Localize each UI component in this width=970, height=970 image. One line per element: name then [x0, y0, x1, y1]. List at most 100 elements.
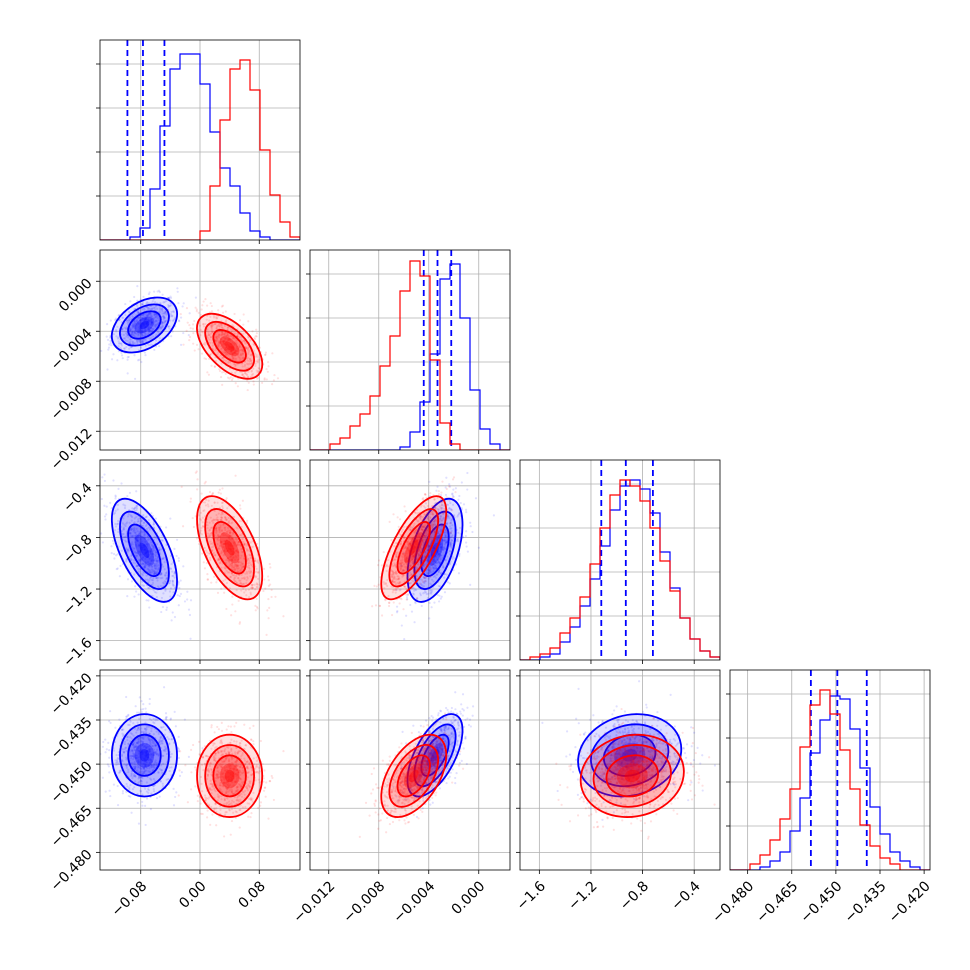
scatter-point: [161, 293, 164, 296]
scatter-point: [131, 340, 134, 343]
scatter-point: [139, 779, 143, 782]
scatter-point: [159, 576, 162, 580]
scatter-point: [146, 324, 150, 327]
scatter-point: [149, 313, 152, 316]
scatter-point: [144, 561, 147, 564]
scatter-point: [215, 325, 219, 328]
scatter-point: [164, 588, 167, 591]
scatter-point: [239, 354, 242, 357]
scatter-point: [177, 748, 181, 751]
scatter-point: [449, 531, 453, 534]
scatter-point: [404, 510, 407, 513]
scatter-point: [105, 513, 108, 516]
scatter-point: [250, 370, 253, 373]
scatter-point: [415, 537, 418, 540]
scatter-point: [223, 333, 226, 336]
scatter-point: [136, 565, 139, 568]
scatter-point: [151, 324, 155, 327]
scatter-point: [149, 770, 152, 774]
scatter-point: [243, 542, 246, 545]
scatter-point: [466, 471, 469, 475]
scatter-point: [231, 537, 234, 540]
scatter-point: [139, 325, 142, 328]
scatter-point: [143, 565, 146, 568]
scatter-point: [426, 559, 429, 562]
scatter-point: [117, 528, 120, 531]
scatter-point: [234, 343, 237, 346]
scatter-point: [138, 780, 141, 783]
density-level: [224, 341, 235, 352]
scatter-point: [182, 302, 185, 305]
scatter-point: [111, 539, 115, 542]
scatter-point: [239, 581, 242, 585]
scatter-point: [412, 593, 415, 596]
density-level: [213, 521, 246, 574]
scatter-point: [152, 753, 156, 756]
scatter-point: [121, 328, 124, 331]
scatter-point: [233, 544, 236, 547]
scatter-point: [130, 811, 133, 814]
scatter-point: [131, 754, 134, 758]
scatter-point: [122, 316, 125, 319]
scatter-point: [449, 522, 452, 525]
scatter-point: [194, 296, 197, 299]
scatter-point: [130, 773, 133, 776]
scatter-point: [136, 341, 139, 345]
scatter-point: [145, 315, 148, 318]
scatter-point: [143, 770, 146, 774]
scatter-point: [434, 506, 437, 510]
scatter-point: [217, 491, 220, 494]
scatter-point: [223, 333, 226, 336]
scatter-point: [138, 322, 141, 325]
scatter-point: [134, 774, 137, 778]
scatter-point: [232, 541, 235, 544]
scatter-point: [147, 549, 150, 552]
scatter-point: [123, 347, 126, 350]
scatter-point: [429, 511, 432, 514]
scatter-point: [195, 308, 198, 311]
scatter-point: [138, 560, 141, 563]
scatter-point: [183, 600, 187, 603]
scatter-point: [200, 352, 204, 355]
scatter-point: [450, 539, 453, 542]
y-tick-label: −0.004: [48, 326, 96, 374]
scatter-point: [236, 570, 239, 573]
scatter-point: [159, 327, 162, 331]
scatter-point: [430, 511, 433, 514]
scatter-point: [401, 553, 405, 556]
scatter-point: [445, 496, 448, 499]
scatter-point: [161, 312, 164, 315]
scatter-point: [221, 487, 224, 490]
scatter-point: [150, 307, 154, 310]
scatter-point: [240, 566, 244, 569]
scatter-point: [141, 750, 144, 753]
scatter-point: [198, 324, 202, 327]
scatter-point: [125, 790, 128, 793]
scatter-point: [231, 340, 234, 343]
scatter-point: [148, 320, 151, 323]
scatter-point: [428, 480, 431, 483]
scatter-point: [216, 339, 219, 342]
scatter-point: [135, 516, 138, 519]
scatter-point: [233, 312, 236, 316]
scatter-point: [405, 576, 409, 580]
scatter-point: [212, 349, 216, 352]
scatter-point: [114, 495, 117, 498]
scatter-point: [437, 560, 440, 563]
scatter-point: [371, 605, 374, 608]
scatter-point: [150, 571, 154, 574]
scatter-point: [148, 319, 151, 322]
scatter-point: [244, 572, 247, 575]
scatter-point: [209, 558, 212, 562]
scatter-point: [432, 580, 435, 583]
scatter-point: [120, 482, 123, 485]
scatter-point: [224, 320, 227, 323]
scatter-point: [134, 323, 137, 326]
scatter-point: [228, 338, 231, 341]
scatter-point: [169, 755, 172, 758]
scatter-point: [112, 552, 116, 556]
scatter-point: [151, 554, 154, 557]
scatter-point: [435, 507, 439, 511]
scatter-point: [237, 346, 240, 349]
scatter-point: [466, 488, 469, 491]
